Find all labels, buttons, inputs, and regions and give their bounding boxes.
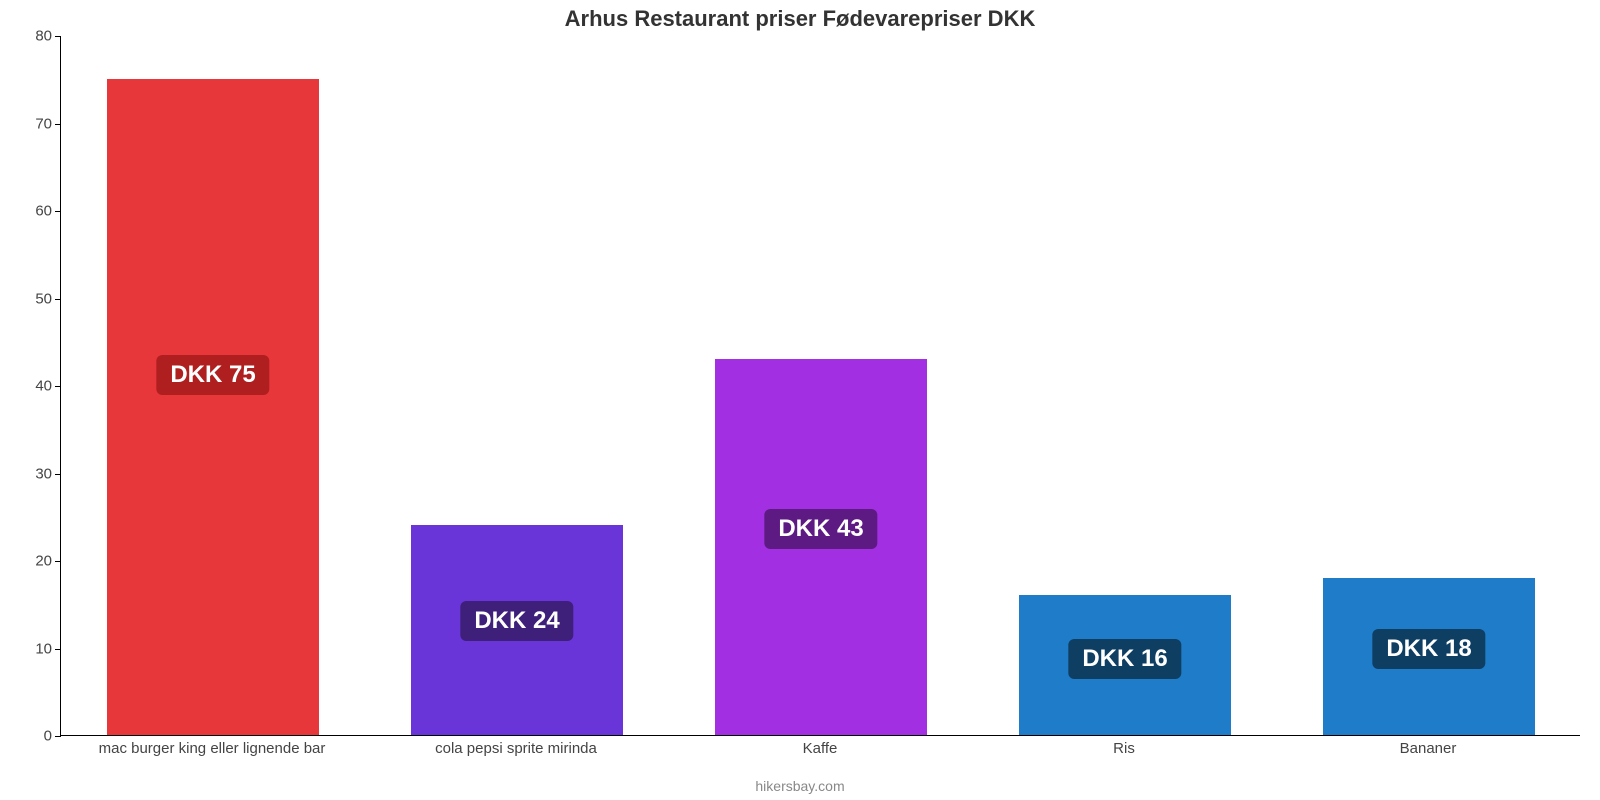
y-tick <box>55 36 61 37</box>
value-label: DKK 43 <box>764 509 877 549</box>
y-tick-label: 30 <box>35 465 52 482</box>
y-tick <box>55 211 61 212</box>
chart-title: Arhus Restaurant priser Fødevarepriser D… <box>0 6 1600 32</box>
x-tick-label: cola pepsi sprite mirinda <box>435 740 597 757</box>
value-label: DKK 24 <box>460 601 573 641</box>
plot-area: DKK 75 DKK 24 DKK 43 DKK 16 DKK 18 <box>60 36 1580 736</box>
value-label: DKK 18 <box>1372 629 1485 669</box>
y-tick-label: 20 <box>35 553 52 570</box>
y-tick-label: 50 <box>35 290 52 307</box>
y-tick-label: 40 <box>35 378 52 395</box>
y-tick <box>55 386 61 387</box>
y-tick <box>55 124 61 125</box>
y-tick <box>55 561 61 562</box>
y-tick-label: 10 <box>35 640 52 657</box>
attribution-text: hikersbay.com <box>0 778 1600 794</box>
y-tick-label: 70 <box>35 115 52 132</box>
x-tick-label: Bananer <box>1400 740 1457 757</box>
x-tick-label: Kaffe <box>803 740 838 757</box>
y-tick-label: 80 <box>35 28 52 45</box>
value-label: DKK 75 <box>156 355 269 395</box>
x-tick-label: mac burger king eller lignende bar <box>99 740 326 757</box>
bar <box>107 79 320 735</box>
y-tick <box>55 736 61 737</box>
chart-container: Arhus Restaurant priser Fødevarepriser D… <box>0 0 1600 800</box>
y-tick-label: 0 <box>44 728 52 745</box>
x-tick-label: Ris <box>1113 740 1135 757</box>
value-label: DKK 16 <box>1068 639 1181 679</box>
y-tick <box>55 299 61 300</box>
y-tick <box>55 649 61 650</box>
y-tick <box>55 474 61 475</box>
y-tick-label: 60 <box>35 203 52 220</box>
